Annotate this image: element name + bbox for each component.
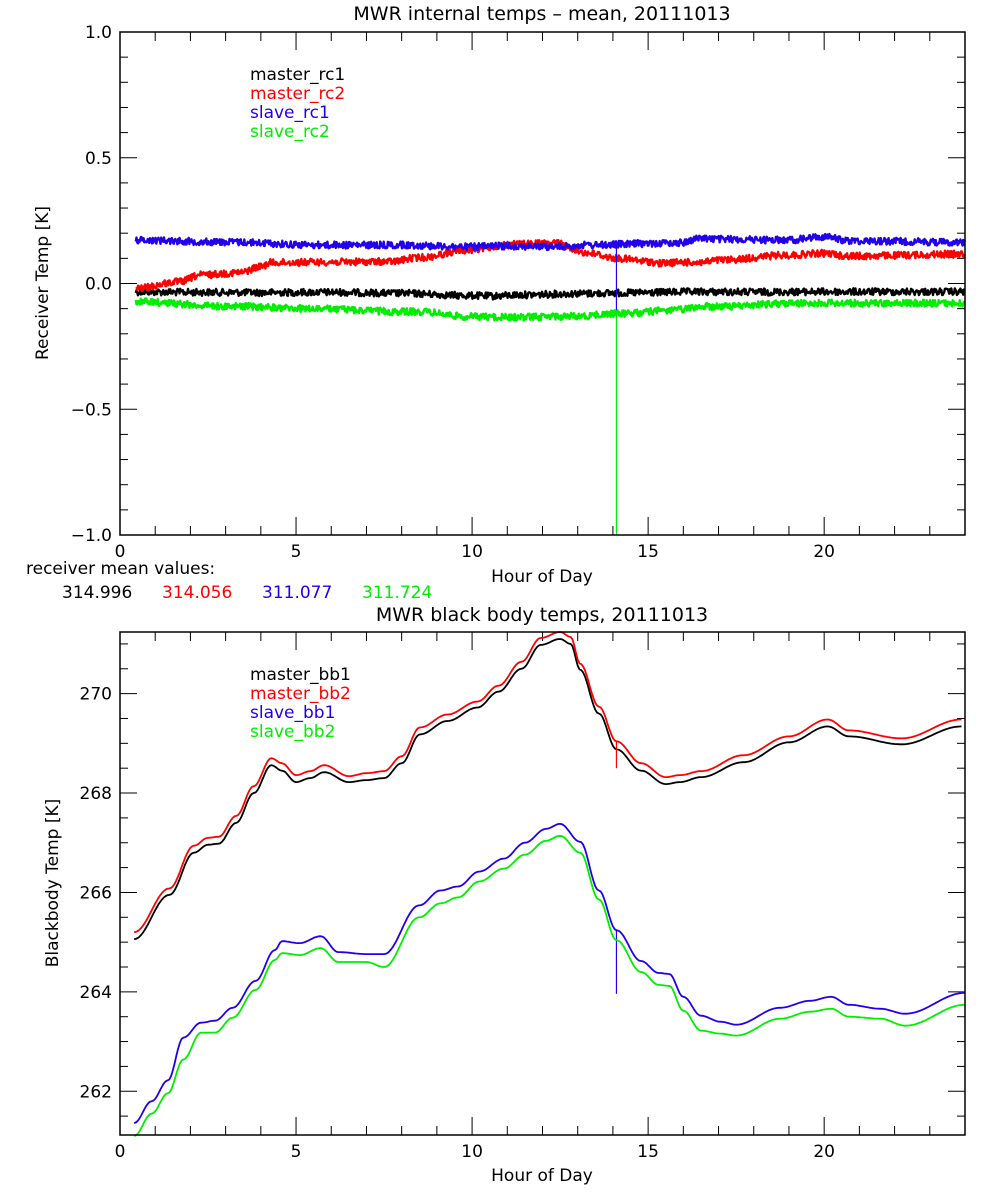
series-line-master-rc1 [134, 287, 966, 301]
axis-ticks: 0 5 10 15 20 −1.0 −0.5 0.0 0.5 1.0 [71, 23, 966, 562]
y-tick-label: 1.0 [85, 23, 112, 43]
x-tick-label: 0 [115, 1142, 126, 1162]
plot-frame [119, 31, 966, 536]
annotation-label: receiver mean values: [26, 559, 215, 579]
legend-entry-master-rc2: master_rc2 [250, 84, 345, 104]
x-tick-label: 5 [291, 1142, 302, 1162]
legend-entry-slave-bb2: slave_bb2 [250, 722, 335, 742]
chart-title: MWR internal temps – mean, 20111013 [353, 3, 730, 25]
legend-entry-master-rc1: master_rc1 [250, 65, 345, 85]
mean-value-slave-rc2: 311.724 [362, 583, 432, 603]
series-line-slave-bb2 [133, 834, 965, 1137]
x-axis-label: Hour of Day [491, 1166, 593, 1186]
series-line-slave-rc1 [134, 232, 966, 252]
mean-value-slave-rc1: 311.077 [262, 583, 332, 603]
legend-entry-slave-bb1: slave_bb1 [250, 703, 335, 723]
x-tick-label: 20 [813, 1142, 835, 1162]
y-tick-label: 270 [80, 685, 112, 705]
x-tick-label: 0 [115, 542, 126, 562]
x-tick-label: 5 [291, 542, 302, 562]
receiver-temp-chart: MWR internal temps – mean, 20111013 Hour… [26, 3, 966, 603]
series-lines [133, 631, 966, 1137]
legend-entry-slave-rc2: slave_rc2 [250, 122, 330, 142]
y-tick-label: 0.5 [85, 149, 112, 169]
receiver-mean-annotation: receiver mean values: 314.996 314.056 31… [26, 559, 432, 603]
legend-entry-master-bb2: master_bb2 [250, 684, 351, 704]
y-axis-label: Receiver Temp [K] [33, 206, 53, 360]
legend-entry-master-bb1: master_bb1 [250, 665, 351, 685]
axis-ticks: 0 5 10 15 20 262 264 266 268 270 [80, 632, 966, 1162]
y-tick-label: 268 [80, 784, 112, 804]
legend-entry-slave-rc1: slave_rc1 [250, 103, 330, 123]
series-line-slave-rc2 [134, 297, 966, 322]
y-axis-label: Blackbody Temp [K] [43, 799, 63, 968]
x-tick-label: 10 [461, 1142, 483, 1162]
y-tick-label: −1.0 [71, 526, 112, 546]
series-line-slave-bb1 [133, 823, 966, 1124]
chart-title: MWR black body temps, 20111013 [376, 604, 708, 626]
mean-value-master-rc1: 314.996 [62, 583, 132, 603]
blackbody-temp-chart: MWR black body temps, 20111013 Hour of D… [43, 604, 966, 1186]
series-line-master-bb1 [133, 638, 962, 941]
y-tick-label: −0.5 [71, 400, 112, 420]
x-tick-label: 15 [637, 1142, 659, 1162]
plot-frame [119, 631, 966, 1136]
x-tick-label: 15 [637, 542, 659, 562]
y-tick-label: 0.0 [85, 275, 112, 295]
mean-value-master-rc2: 314.056 [162, 583, 232, 603]
series-lines [134, 232, 966, 535]
x-axis-label: Hour of Day [491, 567, 593, 587]
x-tick-label: 10 [461, 542, 483, 562]
x-tick-label: 20 [813, 542, 835, 562]
y-tick-label: 266 [80, 883, 112, 903]
y-tick-label: 262 [80, 1082, 112, 1102]
series-line-master-bb2 [133, 631, 962, 934]
y-tick-label: 264 [80, 983, 112, 1003]
